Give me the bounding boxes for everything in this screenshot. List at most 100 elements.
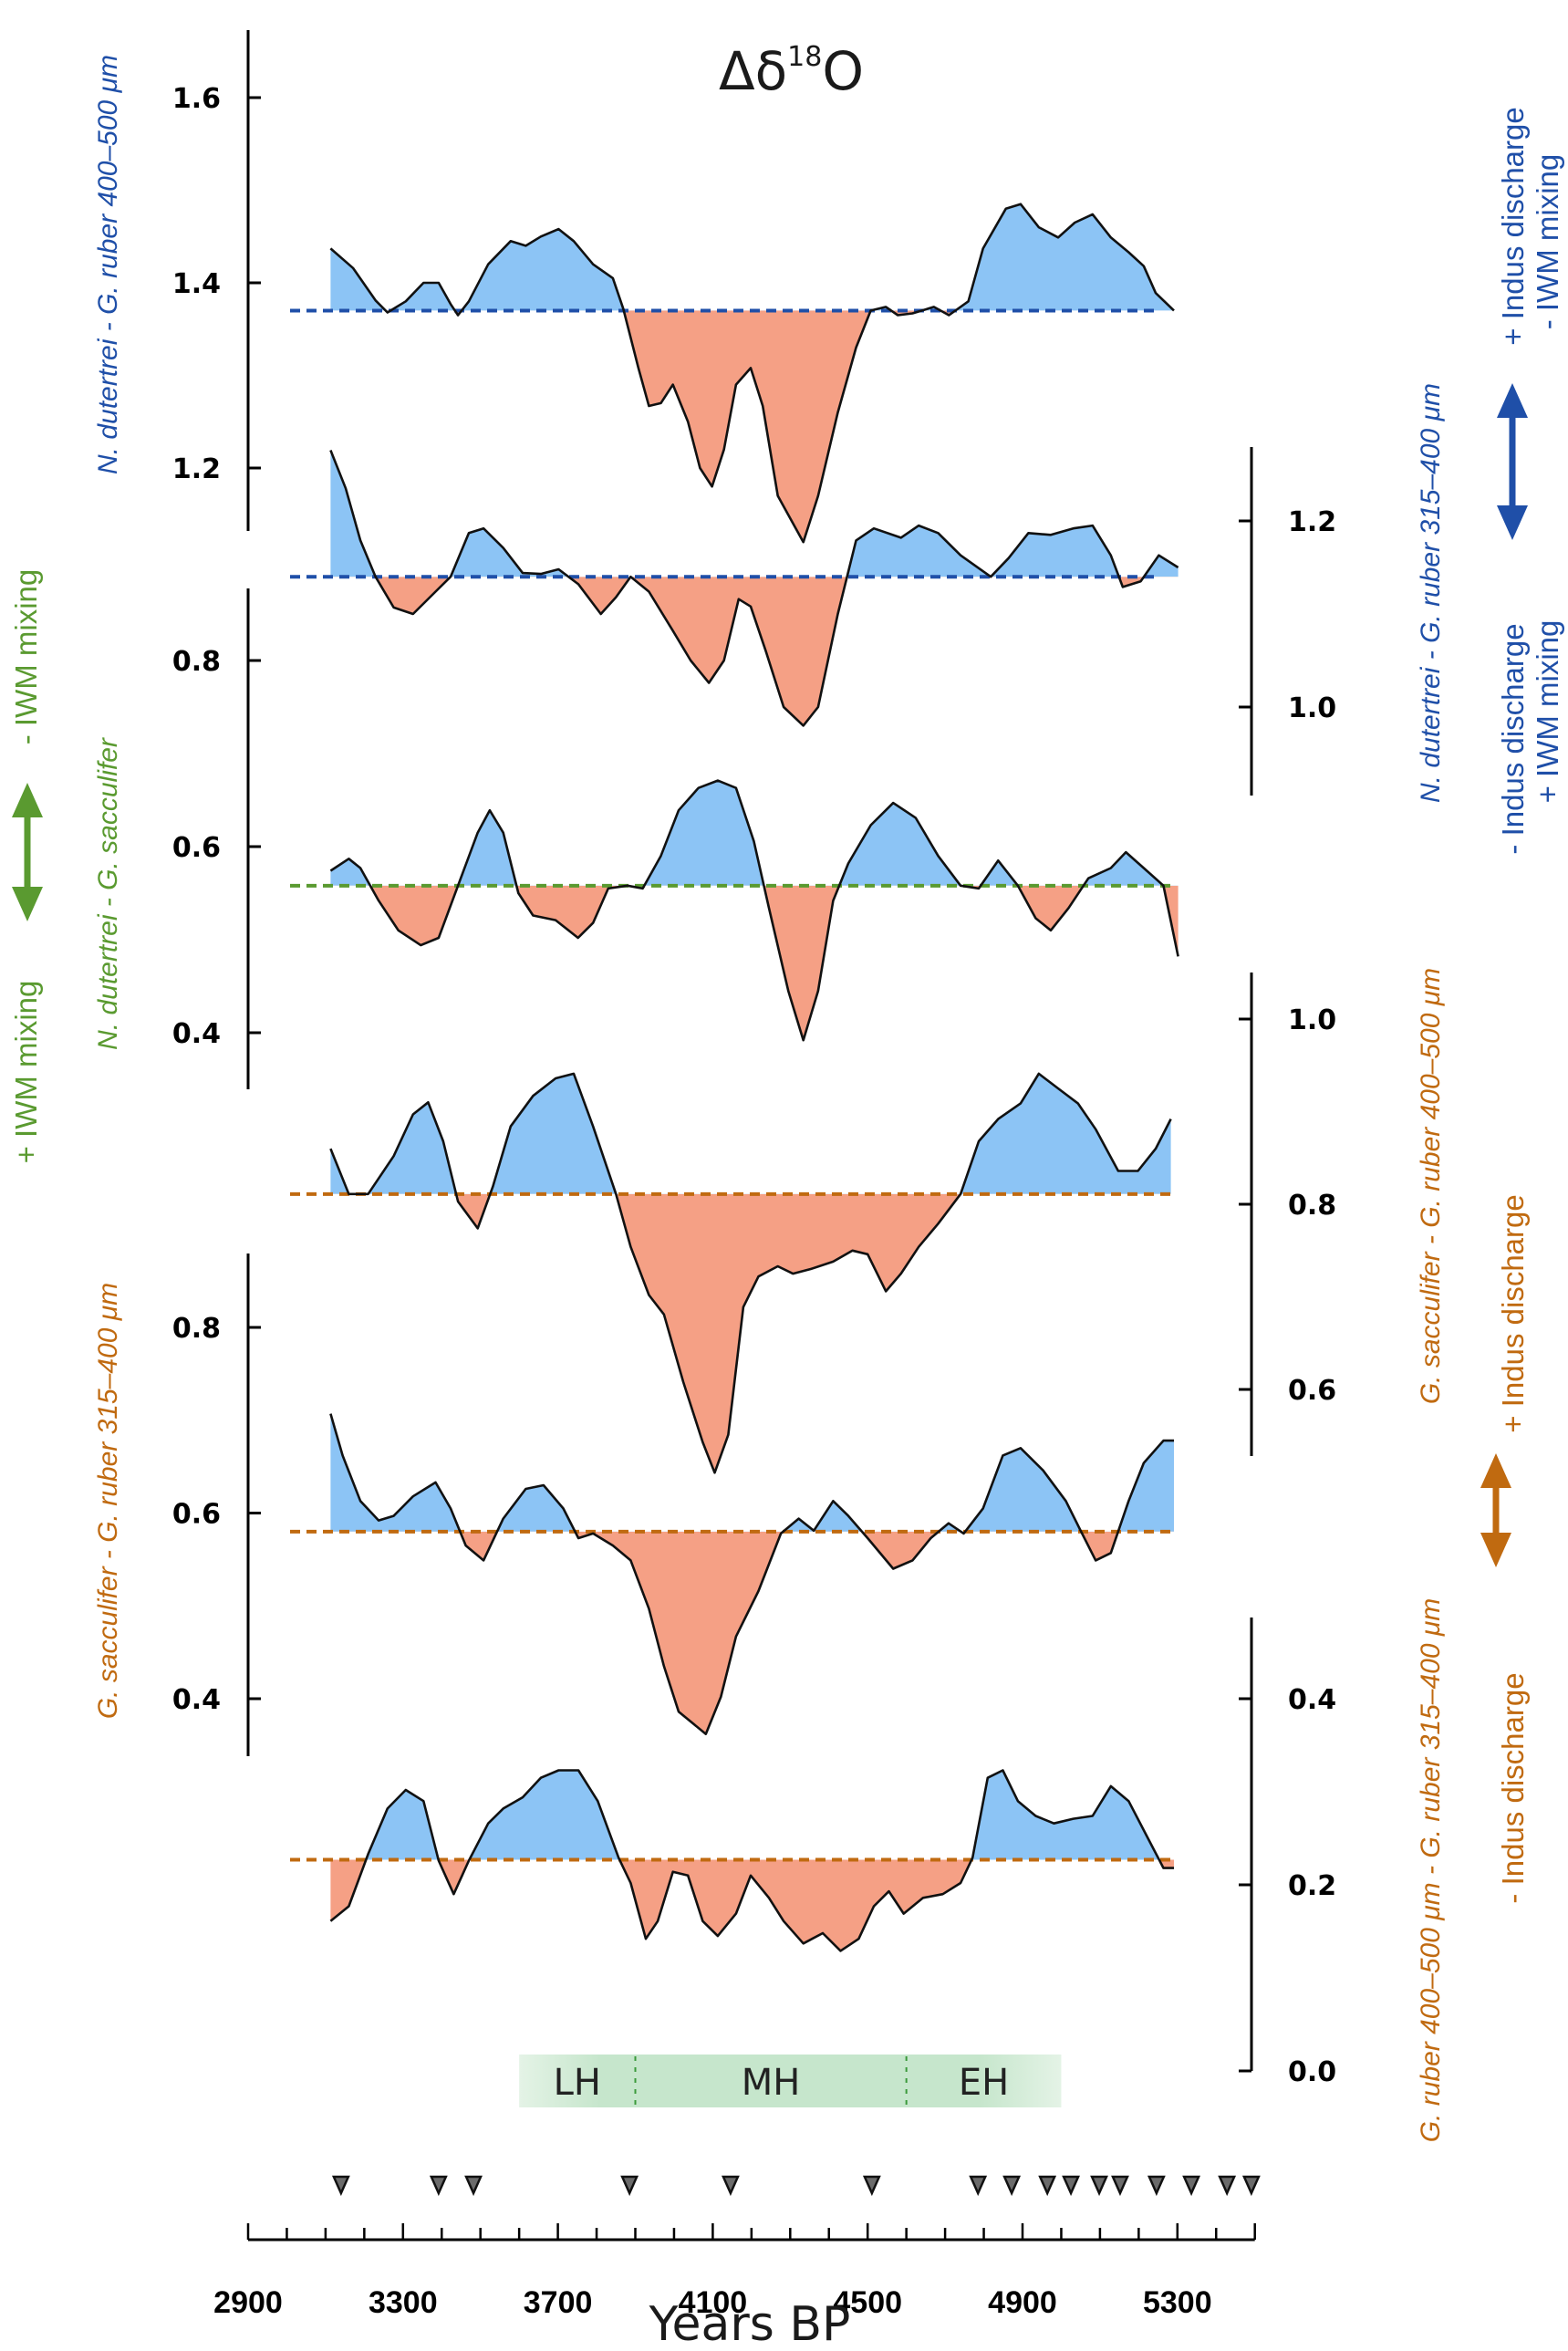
interp-blue-lower-1: - Indus discharge	[1496, 623, 1530, 854]
age-control-triangle	[464, 2175, 483, 2197]
y-axis-2: 1.0 1.2	[1239, 447, 1336, 796]
holocene-periods: LH MH EH	[519, 2055, 1062, 2107]
double-arrow-icon-blue	[1497, 383, 1528, 540]
y-tick-label: 1.0	[1288, 692, 1336, 724]
age-control-triangle	[862, 2175, 881, 2197]
y-tick-label: 0.8	[172, 646, 221, 678]
interp-green-lower: + IWM mixing	[9, 981, 43, 1164]
interp-green-upper: - IWM mixing	[9, 569, 43, 745]
series-line	[329, 450, 1179, 727]
series-line	[329, 203, 1175, 544]
y-tick-label: 0.2	[1288, 1870, 1336, 1902]
age-control-triangle	[1111, 2175, 1129, 2197]
y-tick-label: 1.2	[1288, 506, 1336, 538]
age-control-triangle	[1038, 2175, 1057, 2197]
y-axis-6: 0.0 0.2 0.4	[1239, 1618, 1336, 2088]
interp-blue-upper-1: + Indus discharge	[1496, 107, 1530, 345]
positive-anomaly-area	[330, 203, 1174, 311]
title-superscript: 18	[787, 41, 822, 73]
age-control-triangle	[620, 2175, 639, 2197]
y-tick-label: 1.0	[1288, 1004, 1336, 1036]
age-control-triangle	[1182, 2175, 1201, 2197]
axes-layer: 1.21.41.61.01.20.40.60.80.60.81.00.40.60…	[172, 30, 1336, 2088]
series-line	[329, 1072, 1172, 1474]
y-tick-label: 1.2	[172, 453, 221, 485]
x-tick-label: 3300	[369, 2285, 438, 2320]
series-layer	[290, 203, 1179, 1952]
series-4	[290, 1072, 1175, 1474]
x-tick-label: 4500	[833, 2285, 902, 2320]
positive-anomaly-area	[330, 1073, 1171, 1194]
positive-anomaly-area	[330, 450, 1179, 577]
period-label-eh: EH	[959, 2062, 1009, 2104]
title-base: Δδ	[719, 40, 787, 102]
age-control-triangle	[429, 2175, 448, 2197]
y-tick-label: 0.6	[172, 832, 221, 864]
negative-anomaly-area	[369, 885, 1179, 1041]
x-tick-label: 3700	[524, 2285, 593, 2320]
y-tick-label: 1.4	[172, 268, 221, 300]
y-tick-label: 0.6	[1288, 1375, 1336, 1407]
series-label-5: G. sacculifer - G. ruber 315–400 μm	[93, 1283, 123, 1719]
age-control-triangle	[1090, 2175, 1108, 2197]
double-arrow-icon-green	[12, 783, 43, 921]
age-control-triangle	[969, 2175, 988, 2197]
positive-anomaly-area	[330, 780, 1179, 886]
y-tick-label: 0.0	[1288, 2056, 1336, 2088]
interp-orange-lower: - Indus discharge	[1496, 1672, 1530, 1903]
age-control-triangle	[1218, 2175, 1237, 2197]
negative-anomaly-area	[330, 1531, 1174, 1734]
series-3	[290, 779, 1179, 1042]
series-line	[329, 779, 1179, 1042]
age-control-triangle	[1147, 2175, 1166, 2197]
interp-orange-upper: + Indus discharge	[1496, 1194, 1530, 1432]
double-arrow-icon-orange	[1480, 1453, 1511, 1567]
x-tick-label: 2900	[213, 2285, 283, 2320]
series-label-1: N. dutertrei - G. ruber 400–500 μm	[93, 55, 123, 474]
negative-anomaly-area	[375, 577, 1145, 726]
x-axis: 2900 3300 3700 4100 4500 4900 5300	[213, 2175, 1261, 2320]
positive-anomaly-area	[366, 1770, 1159, 1860]
y-axis-1: 1.2 1.4 1.6	[172, 30, 261, 531]
y-axis-3: 0.4 0.6 0.8	[172, 588, 261, 1089]
series-5	[290, 1413, 1175, 1735]
x-axis-label: Years BP	[649, 2297, 851, 2351]
age-control-triangle	[1062, 2175, 1080, 2197]
period-label-lh: LH	[554, 2062, 601, 2104]
x-tick-label: 4900	[988, 2285, 1057, 2320]
y-tick-label: 0.8	[1288, 1190, 1336, 1222]
x-tick-label: 4100	[679, 2285, 748, 2320]
y-tick-label: 1.6	[172, 83, 221, 115]
chart-title: Δδ18O	[719, 40, 864, 102]
x-tick-label: 5300	[1143, 2285, 1212, 2320]
age-control-triangle	[1241, 2175, 1261, 2197]
y-tick-label: 0.4	[1288, 1684, 1336, 1716]
series-2	[290, 450, 1179, 727]
positive-anomaly-area	[330, 1413, 1174, 1532]
negative-anomaly-area	[456, 1193, 961, 1473]
interp-blue-upper-2: - IWM mixing	[1531, 154, 1564, 330]
y-tick-label: 0.4	[172, 1684, 221, 1716]
y-tick-label: 0.6	[172, 1499, 221, 1531]
series-label-4: G. sacculifer - G. ruber 400–500 μm	[1416, 968, 1446, 1404]
y-tick-label: 0.4	[172, 1018, 221, 1050]
series-label-6: G. ruber 400–500 μm - G. ruber 315–400 μ…	[1416, 1598, 1446, 2143]
series-label-2: N. dutertrei - G. ruber 315–400 μm	[1416, 383, 1446, 803]
series-6	[290, 1769, 1175, 1952]
series-label-3: N. dutertrei - G. sacculifer	[93, 737, 123, 1050]
title-end: O	[822, 40, 864, 102]
interp-blue-lower-2: + IWM mixing	[1531, 620, 1564, 804]
age-control-triangle	[1002, 2175, 1022, 2197]
y-axis-4: 0.6 0.8 1.0	[1239, 973, 1336, 1456]
age-control-triangle	[331, 2175, 350, 2197]
series-line	[329, 1413, 1174, 1735]
period-label-mh: MH	[742, 2062, 801, 2104]
series-line	[329, 1769, 1174, 1952]
labels-layer: N. dutertrei - G. ruber 400–500 μm N. dut…	[9, 55, 1564, 2142]
period-band	[519, 2055, 1062, 2107]
y-tick-label: 0.8	[172, 1313, 221, 1345]
series-1	[290, 203, 1175, 544]
y-axis-5: 0.4 0.6 0.8	[172, 1254, 261, 1756]
negative-anomaly-area	[385, 310, 956, 543]
